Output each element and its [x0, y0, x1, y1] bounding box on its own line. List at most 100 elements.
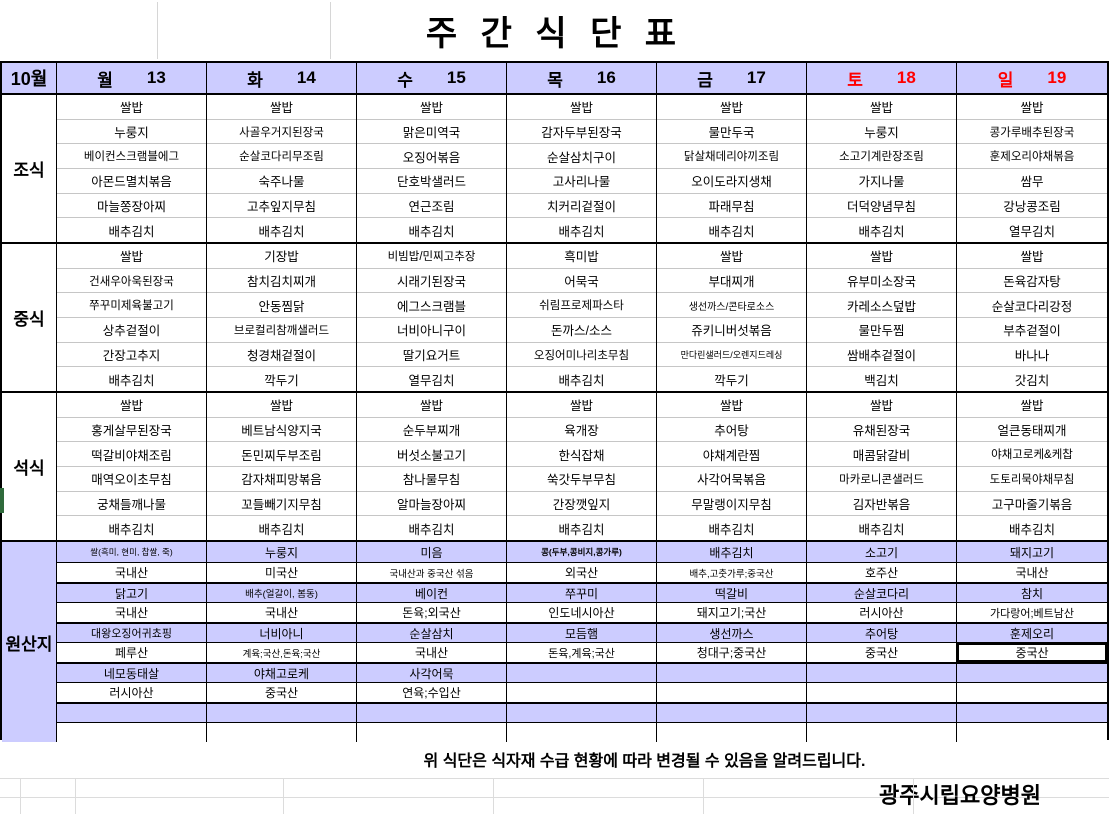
origin-cell[interactable]: 야채고로케	[207, 662, 356, 682]
menu-cell[interactable]: 배추김치	[558, 522, 605, 537]
menu-cell[interactable]: 숙주나물	[207, 169, 356, 194]
origin-cell[interactable]	[657, 682, 806, 702]
menu-cell[interactable]: 쌀밥	[507, 95, 656, 120]
origin-cell[interactable]	[807, 722, 956, 742]
day-header-cell[interactable]: 일 19	[957, 63, 1107, 95]
menu-cell[interactable]: 쌀밥	[807, 95, 956, 120]
menu-cell[interactable]: 쌈무	[957, 169, 1107, 194]
origin-cell[interactable]: 사각어묵	[357, 662, 506, 682]
menu-cell[interactable]: 쌀밥	[57, 393, 206, 418]
menu-cell[interactable]: 도토리묵야채무침	[957, 467, 1107, 492]
origin-cell[interactable]: 러시아산	[57, 682, 206, 702]
menu-cell[interactable]: 열무김치	[408, 373, 455, 388]
menu-cell[interactable]: 닭살채데리야끼조림	[657, 144, 806, 170]
menu-cell[interactable]: 배추김치	[258, 224, 305, 239]
menu-cell[interactable]: 참치김치찌개	[207, 269, 356, 294]
menu-cell[interactable]: 순살코다리강정	[957, 293, 1107, 319]
menu-cell[interactable]: 야채고로케&케찹	[957, 442, 1107, 468]
menu-cell[interactable]: 돈민찌두부조림	[207, 442, 356, 468]
menu-cell[interactable]: 사골우거지된장국	[207, 120, 356, 145]
origin-cell[interactable]: 인도네시아산	[507, 602, 656, 622]
menu-cell[interactable]: 매콤닭갈비	[807, 442, 956, 468]
origin-cell[interactable]: 청대구;중국산	[657, 642, 806, 662]
origin-cell[interactable]: 생선까스	[657, 622, 806, 642]
menu-cell[interactable]: 바나나	[957, 343, 1107, 368]
menu-cell[interactable]: 추어탕	[657, 418, 806, 443]
origin-cell[interactable]: 국내산	[57, 562, 206, 582]
menu-cell[interactable]: 야채계란찜	[657, 442, 806, 468]
menu-cell[interactable]: 기장밥	[207, 244, 356, 269]
origin-cell[interactable]	[357, 722, 506, 742]
menu-cell[interactable]: 배추김치	[408, 522, 455, 537]
origin-cell[interactable]: 참치	[957, 582, 1107, 602]
menu-cell[interactable]: 육개장	[507, 418, 656, 443]
menu-cell[interactable]: 배추김치	[858, 522, 905, 537]
origin-cell[interactable]: 쌀(흑미, 현미, 찹쌀, 죽)	[57, 542, 206, 562]
menu-cell[interactable]: 너비아니구이	[357, 318, 506, 343]
menu-cell[interactable]: 김자반볶음	[807, 492, 956, 517]
origin-cell[interactable]	[657, 702, 806, 722]
menu-cell[interactable]: 어묵국	[507, 269, 656, 294]
origin-cell[interactable]: 국내산	[957, 562, 1107, 582]
menu-cell[interactable]: 쌀밥	[957, 95, 1107, 120]
origin-cell[interactable]: 쭈꾸미	[507, 582, 656, 602]
menu-cell[interactable]: 소고기계란장조림	[807, 144, 956, 170]
origin-cell[interactable]: 중국산	[957, 642, 1107, 662]
menu-cell[interactable]: 쌀밥	[207, 393, 356, 418]
origin-cell[interactable]: 모듬햄	[507, 622, 656, 642]
origin-cell[interactable]	[807, 702, 956, 722]
origin-cell[interactable]: 외국산	[507, 562, 656, 582]
menu-cell[interactable]: 배추김치	[108, 522, 155, 537]
menu-cell[interactable]: 고사리나물	[507, 169, 656, 194]
menu-cell[interactable]: 카레소스덮밥	[807, 293, 956, 319]
menu-cell[interactable]: 청경채겉절이	[207, 343, 356, 368]
menu-cell[interactable]: 가지나물	[807, 169, 956, 194]
origin-cell[interactable]	[207, 702, 356, 722]
menu-cell[interactable]: 배추김치	[558, 373, 605, 388]
menu-cell[interactable]: 순살삼치구이	[507, 144, 656, 170]
menu-cell[interactable]: 배추김치	[558, 224, 605, 239]
origin-cell[interactable]: 배추김치	[657, 542, 806, 562]
origin-cell[interactable]: 돈육;외국산	[357, 602, 506, 622]
menu-cell[interactable]: 쌀밥	[807, 393, 956, 418]
menu-cell[interactable]: 콩가루배추된장국	[957, 120, 1107, 145]
origin-cell[interactable]: 미음	[357, 542, 506, 562]
menu-cell[interactable]: 배추김치	[1008, 522, 1055, 537]
day-header-cell[interactable]: 수 15	[357, 63, 507, 95]
origin-cell[interactable]: 계육;국산,돈육;국산	[207, 642, 356, 662]
menu-cell[interactable]: 강낭콩조림	[957, 194, 1107, 219]
origin-cell[interactable]: 돼지고기;국산	[657, 602, 806, 622]
menu-cell[interactable]: 고구마줄기볶음	[957, 492, 1107, 517]
menu-cell[interactable]: 알마늘장아찌	[357, 492, 506, 517]
menu-cell[interactable]: 쌀밥	[657, 244, 806, 269]
origin-cell[interactable]: 대왕오징어귀쵸핑	[57, 622, 206, 642]
menu-cell[interactable]: 배추김치	[708, 224, 755, 239]
menu-cell[interactable]: 쌀밥	[357, 393, 506, 418]
menu-cell[interactable]: 단호박샐러드	[357, 169, 506, 194]
menu-cell[interactable]: 누룽지	[57, 120, 206, 145]
origin-cell[interactable]: 배추(얼갈이, 봄동)	[207, 582, 356, 602]
origin-cell[interactable]	[507, 702, 656, 722]
origin-cell[interactable]	[207, 722, 356, 742]
menu-cell[interactable]: 마늘쫑장아찌	[57, 194, 206, 219]
month-header-cell[interactable]: 10월	[2, 63, 57, 95]
origin-cell[interactable]	[507, 662, 656, 682]
menu-cell[interactable]: 베이컨스크램블에그	[57, 144, 206, 170]
menu-cell[interactable]: 부추겉절이	[957, 318, 1107, 343]
menu-cell[interactable]: 시래기된장국	[357, 269, 506, 294]
origin-cell[interactable]	[507, 722, 656, 742]
menu-cell[interactable]: 쌀밥	[57, 244, 206, 269]
menu-cell[interactable]: 순두부찌개	[357, 418, 506, 443]
menu-cell[interactable]: 홍게살무된장국	[57, 418, 206, 443]
origin-cell[interactable]	[657, 722, 806, 742]
origin-cell[interactable]	[57, 702, 206, 722]
menu-cell[interactable]: 생선까스/콘타로소스	[657, 293, 806, 319]
menu-cell[interactable]: 백김치	[864, 373, 899, 388]
menu-cell[interactable]: 마카로니콘샐러드	[807, 467, 956, 492]
menu-cell[interactable]: 훈제오리야채볶음	[957, 144, 1107, 170]
menu-cell[interactable]: 오징어미나리초무침	[507, 343, 656, 368]
menu-cell[interactable]: 오이도라지생채	[657, 169, 806, 194]
origin-cell[interactable]: 중국산	[807, 642, 956, 662]
origin-cell[interactable]	[657, 662, 806, 682]
menu-cell[interactable]: 연근조림	[357, 194, 506, 219]
